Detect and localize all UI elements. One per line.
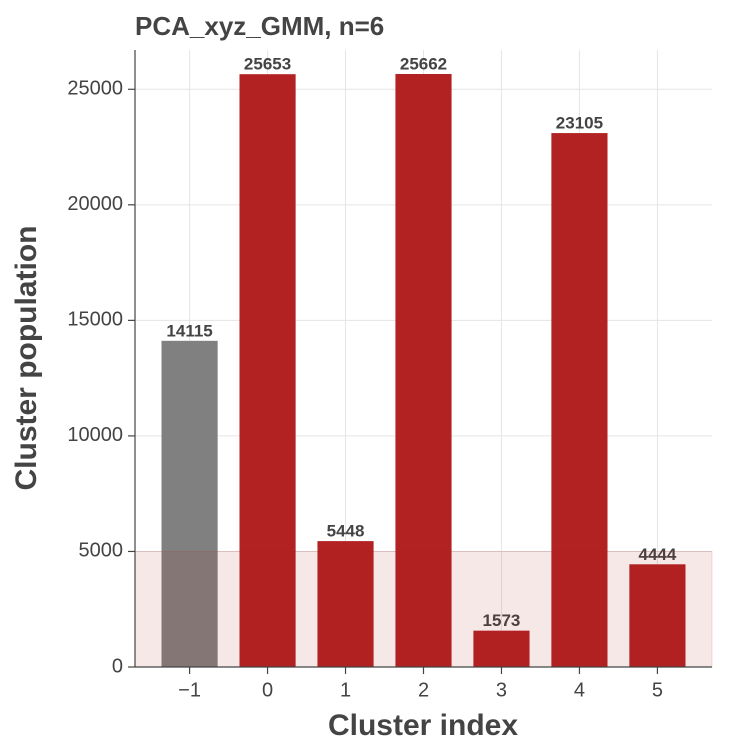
- y-tick-label: 5000: [79, 540, 124, 562]
- data-label: 5448: [327, 522, 365, 541]
- data-label: 23105: [556, 114, 603, 133]
- x-tick-label: 3: [496, 679, 507, 701]
- x-tick-label: 1: [340, 679, 351, 701]
- data-label: 25653: [244, 55, 291, 74]
- y-tick-label: 25000: [67, 78, 123, 100]
- y-tick-label: 0: [112, 655, 123, 677]
- chart-title: PCA_xyz_GMM, n=6: [135, 11, 384, 41]
- x-tick-label: 0: [262, 679, 273, 701]
- x-axis-label: Cluster index: [328, 709, 518, 742]
- y-tick-label: 15000: [67, 309, 123, 331]
- data-label: 4444: [639, 545, 677, 564]
- bar: [395, 73, 452, 667]
- bar: [473, 630, 530, 667]
- y-tick-label: 20000: [67, 193, 123, 215]
- y-tick-label: 10000: [67, 424, 123, 446]
- bar: [629, 564, 686, 667]
- x-tick-label: 2: [418, 679, 429, 701]
- x-tick-label: 4: [574, 679, 585, 701]
- threshold-band: [134, 550, 713, 668]
- bar: [551, 133, 608, 668]
- bar: [161, 340, 218, 667]
- y-axis-label: Cluster population: [10, 226, 43, 491]
- x-tick-label: 5: [652, 679, 663, 701]
- data-label: 14115: [166, 321, 212, 340]
- bar: [239, 74, 296, 668]
- data-label: 25662: [400, 54, 447, 73]
- x-tick-label: −1: [178, 679, 201, 701]
- data-label: 1573: [483, 611, 521, 630]
- bar: [317, 541, 374, 667]
